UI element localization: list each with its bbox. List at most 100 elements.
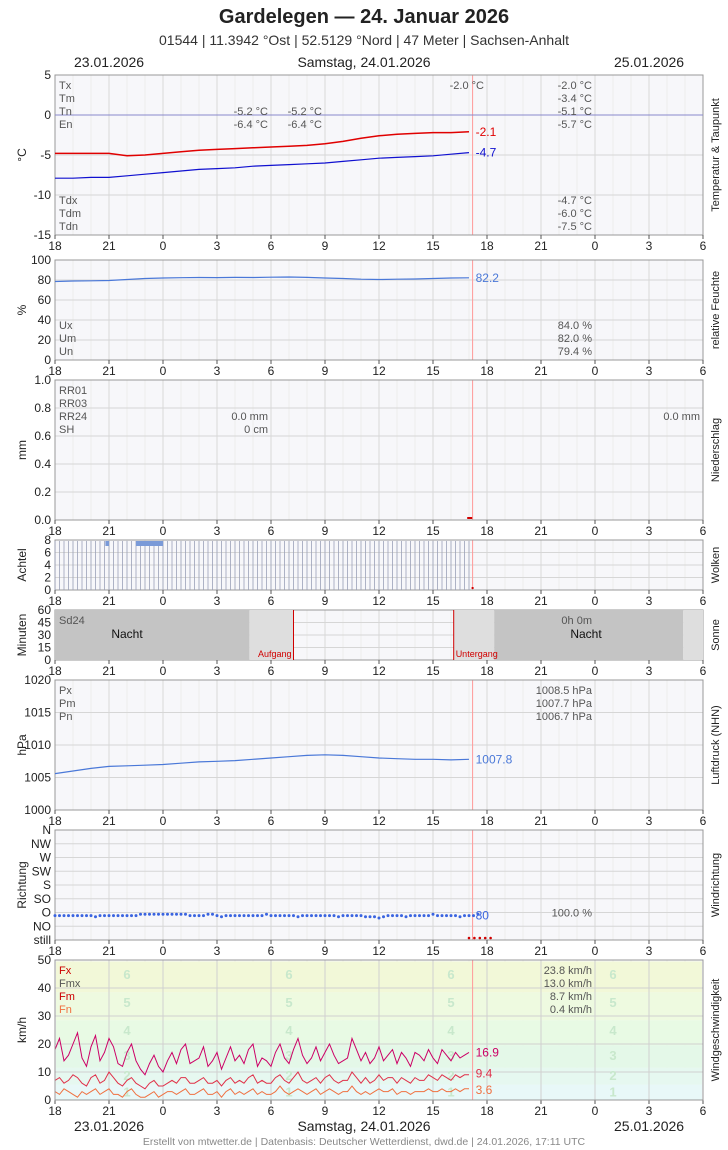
x-tick-label: 6 xyxy=(268,594,275,608)
end-value-label: 16.9 xyxy=(476,1046,500,1060)
stat-value: -5.7 °C xyxy=(558,119,592,131)
x-tick-label: 6 xyxy=(700,364,707,378)
row-label: Tdm xyxy=(59,208,81,220)
y-tick-label: 30 xyxy=(38,1009,52,1023)
wind-dir-point xyxy=(242,914,246,918)
beaufort-label: 4 xyxy=(285,1023,293,1038)
beaufort-label: 6 xyxy=(123,967,130,982)
x-tick-label: 12 xyxy=(372,239,386,253)
wind-dir-point xyxy=(130,914,133,918)
wind-dir-point xyxy=(436,914,439,918)
y-tick-label: 0.4 xyxy=(34,457,51,471)
wind-dir-point xyxy=(418,914,421,918)
row-label: Px xyxy=(59,685,72,697)
row-label: Pm xyxy=(59,698,76,710)
x-tick-label: 6 xyxy=(268,944,275,958)
x-tick-label: 6 xyxy=(268,1104,275,1118)
stat-value: -5.1 °C xyxy=(558,106,592,118)
y-tick-label: 2 xyxy=(44,571,51,585)
beaufort-label: 5 xyxy=(123,995,130,1010)
y-tick-label: 0 xyxy=(44,108,51,122)
x-tick-label: 6 xyxy=(268,814,275,828)
y-tick-label: still xyxy=(34,933,51,947)
wind-dir-point xyxy=(350,914,354,918)
sd-value: 0h 0m xyxy=(561,615,592,627)
wind-dir-point xyxy=(314,914,318,918)
wind-dir-point xyxy=(103,914,106,918)
page-title: Gardelegen — 24. Januar 2026 xyxy=(218,6,510,28)
x-tick-label: 9 xyxy=(322,594,329,608)
wind-dir-point xyxy=(85,914,88,918)
row-label: SH xyxy=(59,424,74,436)
y-tick-label: 0 xyxy=(44,583,51,597)
beaufort-label: 2 xyxy=(447,1068,454,1083)
series-line-fm xyxy=(54,1071,469,1090)
x-tick-label: 6 xyxy=(700,594,707,608)
x-tick-label: 21 xyxy=(102,364,116,378)
wind-dir-point xyxy=(400,914,403,918)
y-tick-label: 6 xyxy=(44,546,51,560)
x-tick-label: 18 xyxy=(48,664,62,678)
side-label: Windrichtung xyxy=(710,853,722,917)
x-tick-label: 6 xyxy=(700,664,707,678)
wind-dir-point xyxy=(157,912,160,916)
y-tick-label: 20 xyxy=(38,1037,52,1051)
wind-dir-point xyxy=(476,912,480,916)
wind-dir-point xyxy=(121,914,124,918)
end-value-label: 1007.8 xyxy=(476,752,513,766)
x-tick-label: 6 xyxy=(268,364,275,378)
beaufort-label: 4 xyxy=(609,1023,617,1038)
y-tick-label: 4 xyxy=(44,558,51,572)
x-tick-label: 3 xyxy=(646,664,653,678)
series-line-p xyxy=(54,754,470,775)
wind-dir-point xyxy=(202,914,205,918)
wind-dir-point xyxy=(409,914,412,918)
x-tick-label: 12 xyxy=(372,364,386,378)
x-tick-label: 21 xyxy=(534,364,548,378)
y-tick-label: SO xyxy=(34,892,51,906)
x-tick-label: 21 xyxy=(534,664,548,678)
x-tick-label: 0 xyxy=(160,239,167,253)
x-tick-label: 9 xyxy=(322,944,329,958)
x-tick-label: 9 xyxy=(322,1104,329,1118)
station-info: 01544 | 11.3942 °Ost | 52.5129 °Nord | 4… xyxy=(159,32,569,48)
y-tick-label: -5 xyxy=(40,148,51,162)
stat-value: 1008.5 hPa xyxy=(536,685,593,697)
stat-value: -7.5 °C xyxy=(558,221,592,233)
x-tick-label: 6 xyxy=(700,1104,707,1118)
y-axis-label: km/h xyxy=(15,1017,29,1043)
wind-dir-point xyxy=(94,915,97,919)
x-tick-label: 0 xyxy=(592,814,599,828)
wind-dir-point xyxy=(224,914,228,918)
stat-value: 1007.7 hPa xyxy=(536,698,593,710)
beaufort-label: 5 xyxy=(609,995,616,1010)
wind-dir-point xyxy=(67,914,70,918)
stat-value: 82.0 % xyxy=(558,333,592,345)
twilight-area xyxy=(249,610,294,660)
stat-value: -6.4 °C xyxy=(234,119,268,131)
x-tick-label: 3 xyxy=(646,944,653,958)
x-tick-label: 15 xyxy=(426,364,440,378)
wind-dir-point xyxy=(71,914,75,918)
y-tick-label: 45 xyxy=(38,616,52,630)
x-tick-label: 0 xyxy=(592,364,599,378)
wind-dir-point xyxy=(215,914,219,918)
beaufort-label: 3 xyxy=(447,1048,454,1063)
calm-point xyxy=(467,936,471,940)
y-axis-label: Minuten xyxy=(15,614,29,657)
wind-dir-point xyxy=(143,912,147,916)
wind-dir-point xyxy=(292,914,295,918)
x-tick-label: 21 xyxy=(534,1104,548,1118)
x-tick-label: 15 xyxy=(426,524,440,538)
x-tick-label: 21 xyxy=(534,239,548,253)
wind-dir-point xyxy=(98,914,102,918)
wind-dir-point xyxy=(116,914,120,918)
y-tick-label: 1.0 xyxy=(34,373,51,387)
x-tick-label: 18 xyxy=(48,594,62,608)
wind-dir-point xyxy=(256,914,259,918)
x-tick-label: 15 xyxy=(426,594,440,608)
wind-dir-point xyxy=(193,914,196,918)
wind-dir-point xyxy=(274,914,277,918)
